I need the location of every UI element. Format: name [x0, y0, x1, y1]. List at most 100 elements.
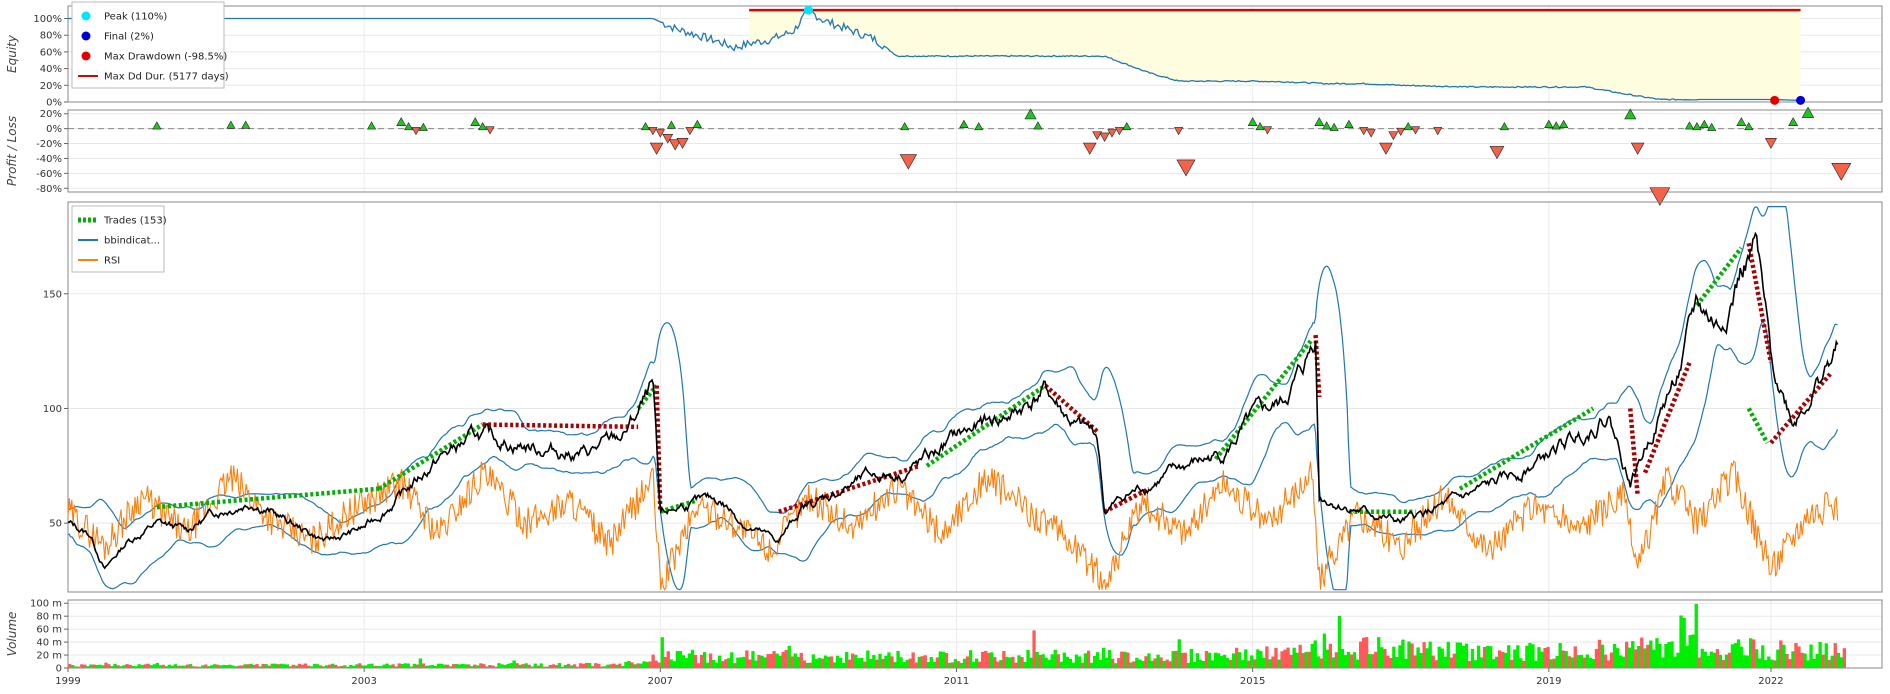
- volume-bar-down: [721, 661, 725, 668]
- volume-bar-up: [1673, 656, 1677, 668]
- volume-bar-up: [588, 663, 592, 668]
- volume-bar-up: [1812, 658, 1816, 668]
- volume-bar-up: [1304, 651, 1308, 668]
- volume-bar-up: [1071, 662, 1076, 668]
- volume-bar-down: [630, 662, 634, 668]
- volume-bar-down: [585, 662, 589, 668]
- volume-bar-down: [1431, 655, 1435, 668]
- volume-bar-up: [603, 666, 607, 668]
- volume-bar-up: [1425, 648, 1429, 668]
- trade-win-marker: [1551, 121, 1561, 130]
- volume-bar-up: [234, 666, 238, 668]
- volume-bar-up: [751, 651, 755, 668]
- trade-win-marker: [404, 122, 414, 131]
- volume-bar-down: [306, 665, 311, 668]
- trade-win-marker: [1684, 121, 1695, 130]
- volume-bar-up: [545, 666, 550, 668]
- volume-bar-up: [1761, 645, 1765, 668]
- x-tick-label: 2007: [648, 676, 673, 687]
- volume-bar-down: [1833, 643, 1837, 668]
- legend-label: Max Drawdown (-98.5%): [104, 52, 227, 63]
- volume-bar-down: [318, 665, 323, 668]
- volume-bar-up: [990, 652, 994, 668]
- volume-bar-up: [1839, 657, 1844, 668]
- volume-bar-up: [367, 664, 371, 668]
- volume-bar-down: [1597, 639, 1602, 668]
- volume-bar-down: [1413, 655, 1417, 668]
- volume-bar-down: [488, 665, 492, 668]
- volume-bar-down: [240, 665, 244, 668]
- volume-bar-down: [1374, 651, 1378, 668]
- volume-bar-up: [1177, 639, 1181, 668]
- volume-bar-up: [929, 657, 933, 668]
- trade-win-marker: [1699, 119, 1709, 128]
- trade-win-line: [377, 422, 484, 491]
- volume-bar-up: [448, 666, 453, 668]
- volume-bar-up: [1637, 646, 1641, 668]
- volume-bar-up: [690, 649, 695, 668]
- trade-loss-marker: [1388, 131, 1399, 141]
- volume-bar-down: [1452, 653, 1457, 668]
- volume-bar-up: [1171, 651, 1175, 668]
- volume-bar-up: [1083, 653, 1088, 668]
- volume-bar-up: [219, 665, 223, 668]
- volume-bar-up: [823, 655, 828, 668]
- volume-bar-down: [829, 656, 834, 668]
- volume-bar-up: [1216, 653, 1221, 668]
- trade-loss-line: [1642, 361, 1692, 474]
- volume-bar-up: [1262, 657, 1266, 668]
- volume-bar-up: [1352, 652, 1357, 668]
- volume-bar-up: [1041, 654, 1045, 668]
- panel-frame: [67, 5, 1883, 103]
- volume-bar-up: [1077, 656, 1082, 668]
- volume-bar-down: [748, 659, 752, 668]
- volume-bar-down: [445, 664, 450, 668]
- y-tick-label: 60 m: [36, 625, 62, 636]
- volume-bar-down: [452, 664, 456, 668]
- volume-bar-up: [1232, 653, 1236, 668]
- volume-bar-down: [1274, 647, 1278, 668]
- volume-bar-down: [978, 661, 982, 668]
- volume-bar-down: [1501, 651, 1505, 668]
- volume-bar-down: [802, 660, 807, 668]
- volume-bar-up: [524, 663, 528, 668]
- volume-bar-up: [1238, 652, 1242, 668]
- volume-bar-up: [430, 664, 435, 668]
- volume-bar-up: [793, 653, 797, 668]
- volume-bar-up: [1035, 652, 1039, 668]
- volume-bar-up: [1803, 653, 1807, 668]
- volume-bar-up: [98, 664, 102, 668]
- trade-loss-marker: [1114, 127, 1124, 136]
- volume-bar-up: [86, 666, 90, 668]
- volume-bar-up: [131, 665, 135, 668]
- volume-bar-up: [1095, 652, 1100, 668]
- volume-bar-down: [1204, 651, 1209, 668]
- trade-win-marker: [1314, 117, 1325, 126]
- volume-bar-up: [796, 656, 800, 668]
- trade-win-line: [156, 486, 380, 510]
- volume-bar-up: [530, 666, 534, 668]
- trade-loss-marker: [1764, 138, 1777, 149]
- volume-bar-down: [1120, 651, 1124, 668]
- volume-bar-up: [1295, 652, 1299, 668]
- volume-bar-up: [1150, 660, 1154, 668]
- volume-bar-up: [1676, 652, 1680, 668]
- volume-bar-up: [1322, 633, 1327, 668]
- volume-bar-up: [899, 657, 903, 668]
- trade-loss-marker: [1489, 146, 1505, 160]
- volume-bar-down: [1014, 662, 1018, 668]
- volume-bar-up: [1419, 653, 1423, 668]
- volume-bar-down: [373, 665, 377, 668]
- volume-bar-up: [1628, 647, 1632, 668]
- volume-bar-down: [1165, 659, 1169, 668]
- trade-loss-marker: [668, 139, 682, 151]
- trade-loss-marker: [411, 127, 421, 136]
- volume-bar-up: [857, 658, 861, 668]
- trade-win-marker: [1801, 106, 1815, 118]
- volume-bar-up: [1162, 661, 1166, 668]
- volume-bar-up: [1446, 641, 1450, 668]
- volume-bar-up: [89, 664, 93, 668]
- trade-win-marker: [1329, 122, 1339, 131]
- equity-line: [68, 6, 1801, 101]
- volume-bar-up: [832, 662, 837, 668]
